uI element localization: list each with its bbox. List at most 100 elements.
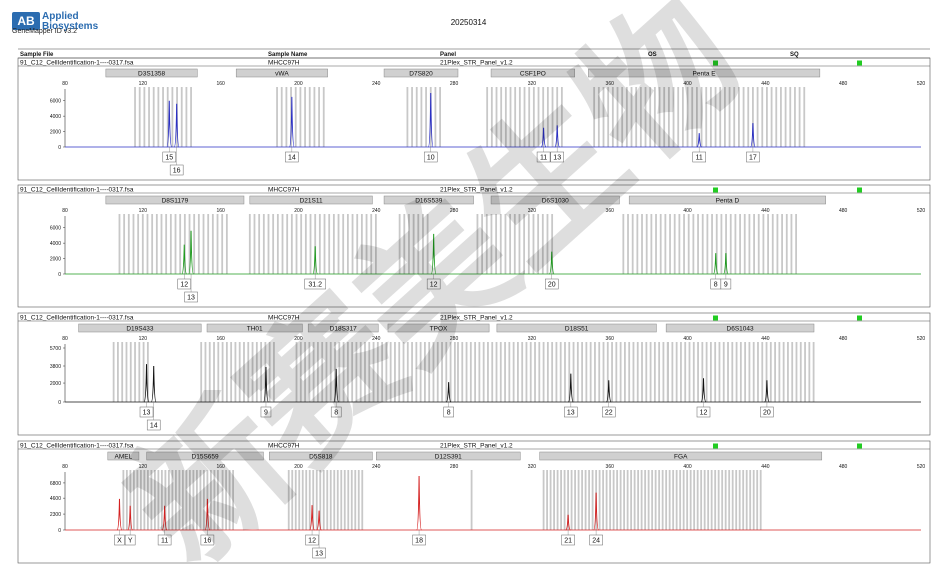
x-tick-label: 400: [683, 464, 692, 470]
x-tick-label: 200: [294, 208, 303, 214]
allele-bin: [294, 470, 297, 530]
allele-bin: [340, 470, 343, 530]
allele-bin: [555, 342, 558, 402]
allele-bin: [157, 87, 160, 147]
allele-bin: [621, 87, 624, 147]
peak: [150, 365, 157, 403]
allele-bin: [188, 214, 191, 274]
peak: [416, 475, 422, 531]
allele-bin: [671, 342, 674, 402]
allele-bin: [789, 87, 792, 147]
allele-bin: [286, 214, 289, 274]
y-tick-label: 4000: [50, 114, 61, 120]
allele-bin: [514, 87, 517, 147]
allele-bin: [304, 214, 307, 274]
allele-bin: [700, 470, 703, 530]
allele-bin: [752, 470, 755, 530]
allele-bin: [757, 342, 759, 402]
applied-biosystems-logo: AB Applied Biosystems: [12, 12, 102, 42]
marker-box: [490, 195, 620, 205]
allele-bin: [625, 87, 628, 147]
allele-bin: [784, 87, 787, 147]
allele-bin: [630, 87, 633, 147]
allele-bin: [688, 342, 691, 402]
allele-bin: [476, 214, 479, 274]
marker-label: vWA: [275, 70, 289, 77]
allele-label: 31.2: [308, 282, 322, 289]
allele-bin: [701, 342, 704, 402]
allele-bin: [742, 470, 745, 530]
allele-label: 13: [187, 295, 195, 302]
allele-bin: [609, 470, 612, 530]
allele-bin: [273, 342, 275, 402]
peak: [309, 505, 315, 531]
marker-label: D6S1030: [542, 197, 569, 204]
allele-box: [602, 406, 616, 418]
peak: [427, 92, 434, 148]
sample-name: MHCC97H: [268, 315, 300, 322]
peak: [181, 244, 188, 275]
allele-bin: [673, 214, 676, 274]
sample-file: 91_C12_CellIdentification-1----0317.fsa: [20, 187, 134, 194]
allele-bin: [719, 87, 722, 147]
allele-bin: [420, 87, 423, 147]
x-tick-label: 280: [450, 336, 459, 342]
allele-label: 13: [315, 551, 323, 558]
allele-bin: [500, 87, 503, 147]
allele-bin: [146, 214, 149, 274]
allele-bin: [518, 87, 521, 147]
allele-bin: [155, 214, 158, 274]
sq-quality-flag: [857, 443, 862, 449]
allele-bin: [568, 342, 571, 402]
allele-bin: [142, 342, 145, 402]
allele-bin: [774, 342, 776, 402]
allele-bin: [647, 470, 650, 530]
allele-bin: [123, 214, 126, 274]
allele-bin: [202, 214, 205, 274]
allele-bin: [651, 470, 654, 530]
allele-bin: [258, 214, 261, 274]
allele-box: [589, 534, 603, 546]
x-tick-label: 160: [216, 336, 225, 342]
allele-bin: [272, 214, 275, 274]
allele-bin: [645, 342, 648, 402]
column-header-os: OS: [648, 52, 657, 58]
allele-bin: [208, 342, 211, 402]
allele-bin: [314, 214, 317, 274]
allele-box: [426, 278, 441, 290]
marker-box: [235, 68, 328, 78]
panel-frame: [17, 440, 931, 564]
allele-bin: [606, 342, 609, 402]
allele-bin: [298, 470, 301, 530]
allele-bin: [798, 87, 801, 147]
peak: [593, 492, 600, 531]
allele-bin: [717, 470, 720, 530]
allele-bin: [300, 214, 303, 274]
allele-bin: [785, 214, 788, 274]
allele-bin: [228, 470, 231, 530]
allele-box: [139, 406, 154, 418]
allele-bin: [299, 342, 302, 402]
marker-box: [383, 68, 459, 78]
allele-bin: [725, 214, 727, 274]
allele-bin: [679, 470, 682, 530]
allele-box: [146, 419, 161, 431]
y-tick-label: 5700: [50, 346, 61, 352]
x-tick-label: 520: [917, 81, 926, 87]
column-header-sample-file: Sample File: [20, 52, 54, 58]
allele-bin: [641, 342, 643, 402]
x-tick-label: 240: [372, 464, 381, 470]
x-tick-label: 120: [139, 81, 148, 87]
allele-bin: [637, 470, 640, 530]
marker-label: D18S317: [330, 325, 357, 332]
allele-box: [162, 151, 177, 163]
allele-bin: [465, 342, 468, 402]
allele-bin: [251, 342, 254, 402]
allele-bin: [748, 214, 751, 274]
allele-bin: [350, 470, 353, 530]
allele-bin: [743, 214, 746, 274]
allele-label: 14: [288, 155, 296, 162]
allele-bin: [787, 342, 789, 402]
allele-bin: [160, 470, 163, 530]
allele-bin: [121, 342, 124, 402]
